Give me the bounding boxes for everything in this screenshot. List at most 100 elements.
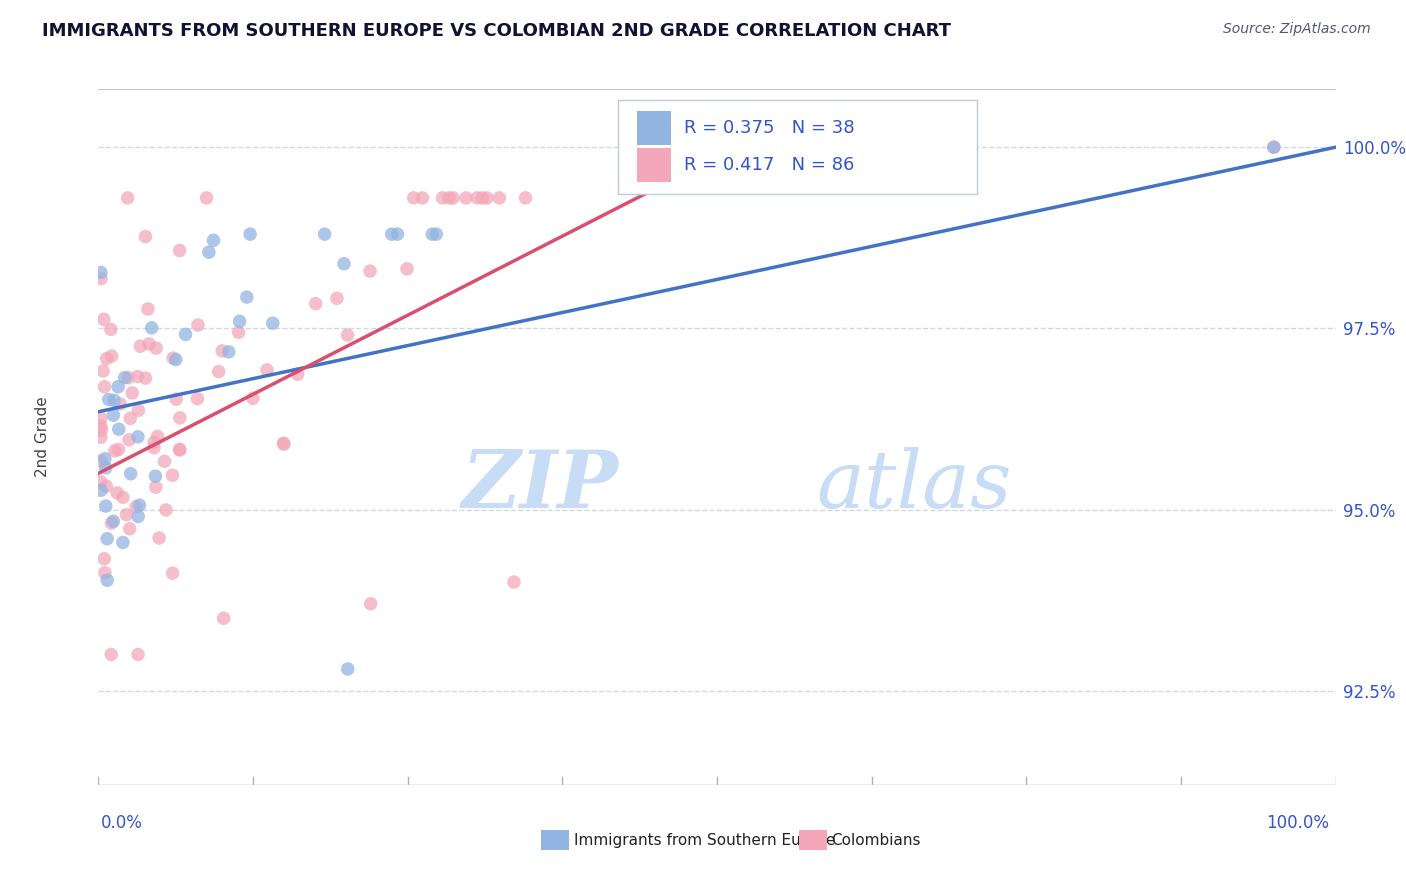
Point (228, 325, 250, 339)
Point (441, 191, 464, 205)
Point (187, 318, 209, 332)
Point (198, 245, 221, 260)
Text: R = 0.375   N = 38: R = 0.375 N = 38 (683, 120, 855, 137)
Point (118, 433, 141, 447)
Text: IMMIGRANTS FROM SOUTHERN EUROPE VS COLOMBIAN 2ND GRADE CORRELATION CHART: IMMIGRANTS FROM SOUTHERN EUROPE VS COLOM… (42, 22, 952, 40)
Point (186, 392, 208, 406)
Text: 100.0%: 100.0% (1265, 814, 1329, 831)
Point (211, 343, 233, 358)
Point (100, 516, 122, 531)
Point (93, 380, 115, 394)
Point (104, 443, 127, 458)
Point (117, 370, 139, 384)
Point (90, 454, 112, 468)
Point (129, 339, 152, 353)
Point (134, 371, 156, 385)
Point (96, 479, 118, 493)
Point (136, 301, 159, 316)
Point (96, 351, 118, 366)
Text: R = 0.417   N = 86: R = 0.417 N = 86 (683, 156, 853, 174)
Point (111, 535, 134, 549)
Point (425, 227, 447, 242)
Point (128, 498, 150, 512)
Point (143, 435, 166, 450)
Point (103, 514, 125, 528)
Point (471, 191, 494, 205)
Point (146, 429, 169, 443)
Point (488, 191, 510, 205)
Point (432, 191, 454, 205)
Point (359, 264, 381, 278)
Point (503, 575, 526, 590)
Point (127, 648, 149, 662)
Point (218, 344, 240, 359)
Point (169, 244, 191, 258)
Point (141, 321, 163, 335)
Point (127, 509, 149, 524)
Point (314, 227, 336, 242)
Point (94, 460, 117, 475)
Point (336, 662, 359, 676)
Point (165, 392, 187, 407)
Point (142, 441, 165, 455)
Point (90, 411, 112, 425)
Point (117, 191, 139, 205)
Point (402, 191, 425, 205)
Point (195, 191, 218, 205)
Point (90, 475, 112, 489)
Point (96, 574, 118, 588)
Point (103, 408, 125, 422)
Text: Colombians: Colombians (831, 833, 921, 847)
Point (145, 469, 167, 483)
Point (107, 422, 129, 436)
Text: Immigrants from Southern Europe: Immigrants from Southern Europe (574, 833, 835, 847)
Text: 0.0%: 0.0% (101, 814, 143, 831)
Point (96, 532, 118, 546)
Point (242, 392, 264, 406)
Point (333, 257, 356, 271)
Point (90, 483, 112, 498)
Point (381, 227, 404, 242)
Point (125, 500, 148, 514)
Text: Source: ZipAtlas.com: Source: ZipAtlas.com (1223, 22, 1371, 37)
Point (127, 369, 149, 384)
Point (107, 442, 129, 457)
Point (475, 191, 498, 205)
Point (202, 233, 225, 247)
Point (162, 468, 184, 483)
Point (1263, 140, 1285, 154)
Point (115, 508, 138, 522)
Point (395, 261, 418, 276)
Point (437, 191, 460, 205)
Point (91, 364, 114, 378)
Point (162, 566, 184, 581)
Point (153, 454, 176, 468)
Point (100, 349, 122, 363)
Point (90, 419, 112, 434)
Point (100, 322, 122, 336)
Point (100, 648, 122, 662)
Point (120, 411, 142, 425)
Point (90, 271, 112, 285)
Point (465, 191, 488, 205)
Point (103, 393, 125, 408)
Point (94, 451, 117, 466)
Point (304, 296, 326, 310)
Point (121, 386, 143, 401)
Point (336, 328, 359, 343)
Point (387, 227, 409, 242)
Point (105, 486, 128, 500)
Point (111, 490, 134, 504)
Point (360, 597, 382, 611)
Point (93, 551, 115, 566)
Point (138, 337, 160, 351)
Point (262, 316, 284, 330)
Point (134, 229, 156, 244)
FancyBboxPatch shape (637, 148, 671, 182)
Point (1263, 140, 1285, 154)
Point (110, 397, 132, 411)
Point (107, 380, 129, 394)
Point (114, 370, 136, 384)
Point (515, 191, 537, 205)
Point (90, 430, 112, 444)
